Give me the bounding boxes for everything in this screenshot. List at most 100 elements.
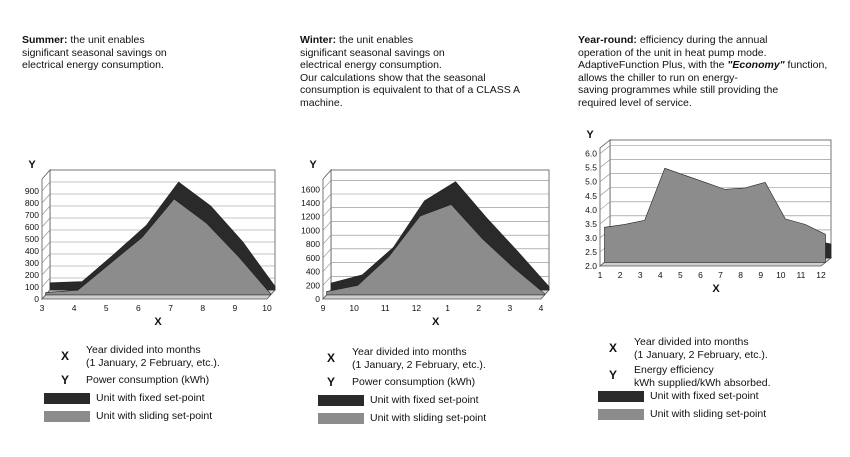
x-tick-label: 8	[738, 270, 743, 280]
y-tick-label: 400	[25, 246, 39, 256]
x-tick-label: 2	[476, 303, 481, 313]
x-description: Year divided into months	[634, 336, 749, 348]
sliding-setpoint-swatch	[598, 409, 644, 420]
yearround-title: Year-round:	[578, 34, 637, 46]
x-tick-label: 3	[638, 270, 643, 280]
y-key: Y	[608, 368, 617, 382]
x-tick-label: 4	[658, 270, 663, 280]
x-tick-label: 7	[168, 303, 173, 313]
gridline-depth	[322, 248, 332, 259]
y-tick-label: 100	[25, 282, 39, 292]
x-tick-label: 10	[262, 303, 272, 313]
yearround-text-line: saving programmes while still providing …	[578, 84, 779, 97]
x-key: X	[60, 349, 69, 363]
gridline-depth	[41, 241, 51, 252]
gridline-depth	[599, 201, 611, 211]
yearround-text-line: required level of service.	[578, 96, 692, 109]
winter-description: Winter: the unit enables significant sea…	[300, 34, 570, 110]
winter-text-line: the unit enables	[336, 34, 414, 46]
x-tick-label: 9	[758, 270, 763, 280]
gridline-depth	[322, 234, 332, 245]
gridline-depth	[322, 276, 332, 286]
gridline-depth	[599, 215, 611, 225]
x-tick-label: 9	[232, 303, 237, 313]
y-tick-label: 800	[25, 198, 39, 208]
summer-legend: X Year divided into months (1 January, 2…	[44, 344, 220, 428]
fixed-setpoint-label: Unit with fixed set-point	[96, 392, 205, 404]
y-tick-label: 900	[25, 186, 39, 196]
y-tick-label: 600	[25, 222, 39, 232]
winter-title: Winter:	[300, 34, 337, 46]
x-tick-label: 5	[104, 303, 109, 313]
summer-text-line: electrical energy consumption.	[22, 59, 164, 72]
fixed-setpoint-swatch	[44, 393, 90, 404]
y-tick-label: 700	[25, 210, 39, 220]
y-tick-label: 600	[306, 253, 320, 263]
x-description: Year divided into months	[352, 346, 467, 358]
y-tick-label: 5.5	[585, 163, 597, 173]
winter-text-line: consumption is equivalent to that of a C…	[300, 84, 521, 97]
gridline-depth	[41, 181, 51, 192]
x-axis-label: X	[432, 316, 440, 328]
x-key: X	[608, 341, 617, 355]
y-description: kWh supplied/kWh absorbed.	[634, 377, 771, 389]
gridline-depth	[41, 277, 51, 288]
x-description: (1 January, 2 February, etc.).	[86, 357, 220, 369]
y-tick-label: 500	[25, 234, 39, 244]
fixed-setpoint-label: Unit with fixed set-point	[650, 390, 759, 402]
x-key: X	[326, 351, 335, 365]
y-tick-label: 800	[306, 239, 320, 249]
y-key: Y	[60, 373, 69, 387]
y-tick-label: 200	[306, 280, 320, 290]
x-tick-label: 3	[507, 303, 512, 313]
gridline-depth	[41, 193, 51, 204]
y-description: Energy efficiency	[634, 364, 714, 376]
y-tick-label: 1200	[301, 212, 320, 222]
winter-text-line: significant seasonal savings on	[300, 46, 445, 59]
x-tick-label: 6	[136, 303, 141, 313]
gridline-depth	[41, 265, 51, 276]
yearround-text-line: operation of the unit in heat pump mode.	[578, 46, 767, 59]
gridline-depth	[41, 229, 51, 240]
x-tick-label: 12	[412, 303, 422, 313]
gridline-depth	[41, 253, 51, 264]
x-description: (1 January, 2 February, etc.).	[634, 349, 768, 361]
y-axis-label: Y	[28, 159, 36, 171]
y-description: Power consumption (kWh)	[86, 374, 210, 386]
yearround-description: Year-round: efficiency during the annual…	[578, 34, 843, 110]
y-tick-label: 300	[25, 258, 39, 268]
x-tick-label: 5	[678, 270, 683, 280]
summer-description: Summer: the unit enables significant sea…	[22, 34, 242, 72]
x-tick-label: 11	[381, 303, 390, 313]
y-tick-label: 6.0	[585, 149, 597, 159]
x-tick-label: 2	[618, 270, 623, 280]
y-tick-label: 2.0	[585, 261, 597, 271]
fixed-setpoint-label: Unit with fixed set-point	[370, 394, 479, 406]
gridline-depth	[599, 187, 611, 196]
x-tick-label: 6	[698, 270, 703, 280]
winter-text-line: machine.	[300, 96, 343, 109]
y-tick-label: 4.0	[585, 205, 597, 215]
winter-text-line: electrical energy consumption.	[300, 59, 442, 72]
gridline-depth	[41, 205, 51, 216]
sliding-setpoint-swatch	[318, 413, 364, 424]
y-tick-label: 1000	[301, 225, 320, 235]
winter-legend: X Year divided into months (1 January, 2…	[318, 346, 486, 430]
gridline-depth	[599, 173, 611, 182]
summer-title: Summer:	[22, 34, 68, 46]
y-tick-label: 200	[25, 270, 39, 280]
y-tick-label: 1400	[301, 198, 320, 208]
x-tick-label: 10	[776, 270, 786, 280]
y-tick-label: 0	[315, 294, 320, 304]
x-tick-label: 11	[796, 270, 805, 280]
y-tick-label: 3.0	[585, 233, 597, 243]
x-tick-label: 10	[349, 303, 359, 313]
x-tick-label: 1	[445, 303, 450, 313]
y-tick-label: 0	[34, 294, 39, 304]
y-axis-label: Y	[586, 129, 594, 141]
y-tick-label: 4.5	[585, 191, 597, 201]
yearround-text-line: function, allows the chiller to run on e…	[578, 59, 828, 84]
sliding-setpoint-label: Unit with sliding set-point	[370, 412, 487, 424]
